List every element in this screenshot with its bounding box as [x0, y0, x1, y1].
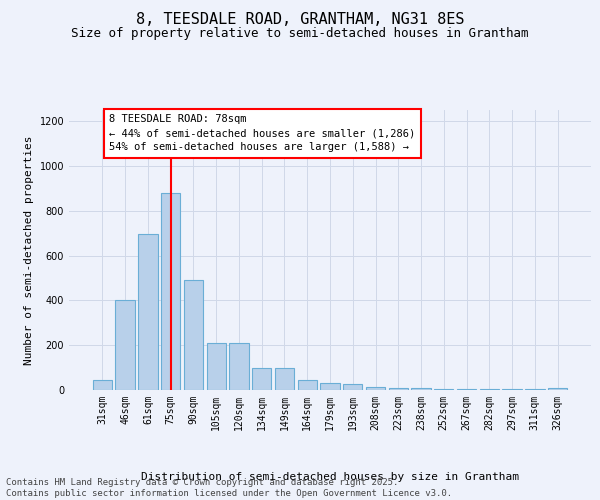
Bar — [161, 193, 181, 390]
Bar — [206, 343, 226, 390]
Bar — [275, 368, 294, 390]
Text: Contains HM Land Registry data © Crown copyright and database right 2025.
Contai: Contains HM Land Registry data © Crown c… — [6, 478, 452, 498]
Bar — [548, 388, 567, 390]
Y-axis label: Number of semi-detached properties: Number of semi-detached properties — [24, 135, 34, 365]
Bar — [298, 380, 317, 390]
Bar — [252, 368, 271, 390]
Bar — [229, 343, 248, 390]
Bar — [389, 388, 408, 390]
Bar — [366, 386, 385, 390]
Bar — [93, 380, 112, 390]
Bar — [343, 384, 362, 390]
Bar — [479, 389, 499, 390]
Bar — [115, 300, 135, 390]
X-axis label: Distribution of semi-detached houses by size in Grantham: Distribution of semi-detached houses by … — [141, 472, 519, 482]
Text: 8 TEESDALE ROAD: 78sqm
← 44% of semi-detached houses are smaller (1,286)
54% of : 8 TEESDALE ROAD: 78sqm ← 44% of semi-det… — [109, 114, 415, 152]
Bar — [457, 389, 476, 390]
Text: Size of property relative to semi-detached houses in Grantham: Size of property relative to semi-detach… — [71, 28, 529, 40]
Bar — [434, 389, 454, 390]
Text: 8, TEESDALE ROAD, GRANTHAM, NG31 8ES: 8, TEESDALE ROAD, GRANTHAM, NG31 8ES — [136, 12, 464, 28]
Bar — [138, 234, 158, 390]
Bar — [320, 384, 340, 390]
Bar — [412, 388, 431, 390]
Bar — [184, 280, 203, 390]
